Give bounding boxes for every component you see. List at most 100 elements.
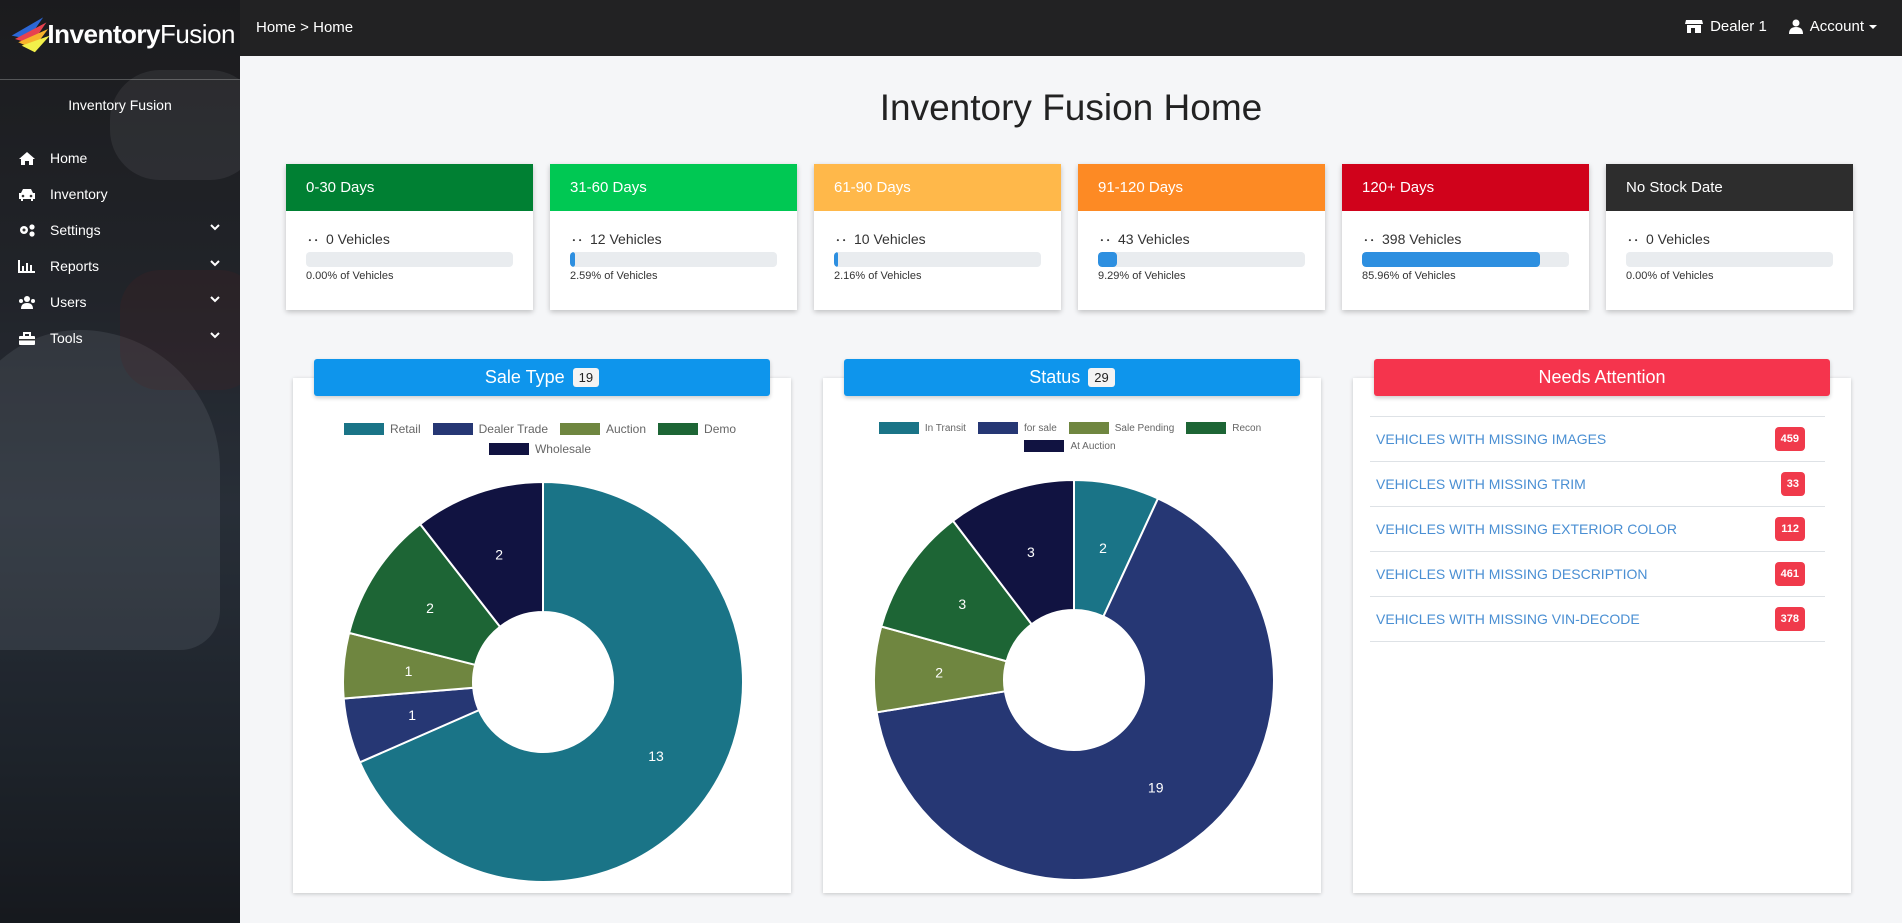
progress-fill: [570, 252, 576, 267]
slice-value-label: 3: [958, 596, 966, 612]
sale-type-title: Sale Type: [484, 367, 565, 387]
sidebar-item-label: Home: [50, 150, 88, 166]
progress-fill: [834, 252, 839, 267]
sidebar-item-inventory[interactable]: Inventory: [0, 176, 240, 212]
chevron-down-icon: [210, 296, 220, 303]
age-card-title: 61-90 Days: [814, 164, 1061, 211]
legend-item[interactable]: Recon: [1186, 422, 1261, 434]
car-icon: [1362, 234, 1376, 245]
legend-item[interactable]: Dealer Trade: [432, 422, 548, 436]
slice-value-label: 1: [405, 663, 413, 679]
cogs-icon: [20, 223, 35, 237]
progress-bar: [570, 252, 777, 267]
caret-down-icon: [1869, 24, 1877, 29]
legend-item[interactable]: Retail: [343, 422, 421, 436]
age-card-title: 31-60 Days: [550, 164, 797, 211]
age-card-1[interactable]: 31-60 Days 12 Vehicles 2.59% of Vehicles: [550, 164, 797, 310]
toolbox-icon: [19, 331, 35, 345]
legend-item[interactable]: for sale: [977, 422, 1057, 434]
slice-value-label: 13: [648, 748, 664, 764]
vehicle-count: 0 Vehicles: [326, 231, 390, 247]
sidebar-item-users[interactable]: Users: [0, 284, 240, 320]
legend-label: Sale Pending: [1114, 422, 1175, 434]
attention-row[interactable]: VEHICLES WITH MISSING DESCRIPTION 461: [1370, 552, 1825, 597]
legend-swatch: [977, 422, 1018, 434]
age-card-title: 120+ Days: [1342, 164, 1589, 211]
progress-bar: [1098, 252, 1305, 267]
slice-value-label: 1: [408, 707, 416, 723]
chevron-down-icon: [210, 332, 220, 339]
slice-value-label: 2: [1099, 540, 1107, 556]
attention-link[interactable]: VEHICLES WITH MISSING TRIM: [1376, 476, 1586, 492]
slice-value-label: 2: [426, 600, 434, 616]
status-legend: In Transit for sale Sale Pending Recon At Au…: [860, 422, 1280, 458]
legend-item[interactable]: Demo: [658, 422, 736, 436]
sidebar-brand: Inventory Fusion: [68, 97, 172, 113]
slice-value-label: 19: [1148, 779, 1164, 795]
age-card-0[interactable]: 0-30 Days 0 Vehicles 0.00% of Vehicles: [286, 164, 533, 310]
account-label: Account: [1809, 18, 1864, 35]
slice-for-sale[interactable]: [875, 497, 1275, 881]
sidebar-item-home[interactable]: Home: [0, 140, 240, 176]
age-card-3[interactable]: 91-120 Days 43 Vehicles 9.29% of Vehicles: [1078, 164, 1325, 310]
legend-swatch: [343, 423, 384, 435]
sidebar-item-label: Users: [50, 294, 87, 310]
legend-swatch: [658, 423, 699, 435]
legend-item[interactable]: Auction: [560, 422, 646, 436]
status-chart: 2 19 2 3 3: [873, 478, 1275, 881]
vehicle-count: 43 Vehicles: [1118, 231, 1190, 247]
attention-row[interactable]: VEHICLES WITH MISSING VIN-DECODE 378: [1370, 597, 1825, 642]
slice-at-auction[interactable]: [951, 478, 1075, 626]
attention-link[interactable]: VEHICLES WITH MISSING IMAGES: [1376, 431, 1607, 447]
top-navbar: Home > Home Dealer 1 Account: [240, 0, 1902, 56]
progress-fill: [1362, 252, 1540, 267]
legend-swatch: [560, 423, 600, 435]
sale-type-count-badge: 19: [572, 368, 600, 387]
slice-recon[interactable]: [880, 519, 1034, 663]
slice-demo[interactable]: [347, 522, 502, 667]
legend-item[interactable]: Sale Pending: [1068, 422, 1175, 434]
progress-bar: [1626, 252, 1833, 267]
attention-link[interactable]: VEHICLES WITH MISSING DESCRIPTION: [1376, 566, 1648, 582]
attention-row[interactable]: VEHICLES WITH MISSING IMAGES 459: [1370, 417, 1825, 462]
users-icon: [19, 295, 35, 309]
account-menu[interactable]: Account: [1788, 18, 1878, 35]
attention-link[interactable]: VEHICLES WITH MISSING EXTERIOR COLOR: [1376, 521, 1678, 537]
user-icon: [1788, 19, 1803, 34]
attention-row[interactable]: VEHICLES WITH MISSING TRIM 33: [1370, 462, 1825, 507]
sidebar-item-label: Tools: [50, 330, 83, 346]
chevron-down-icon: [210, 260, 220, 267]
status-title: Status: [1029, 367, 1081, 387]
chart-icon: [18, 259, 35, 273]
age-card-5[interactable]: No Stock Date 0 Vehicles 0.00% of Vehicles: [1606, 164, 1853, 310]
slice-wholesale[interactable]: [418, 480, 544, 629]
age-card-2[interactable]: 61-90 Days 10 Vehicles 2.16% of Vehicles: [814, 164, 1061, 310]
age-card-title: 91-120 Days: [1078, 164, 1325, 211]
sale-type-chart: 13 1 1 2 2: [342, 480, 744, 883]
vehicle-percent: 2.16% of Vehicles: [834, 270, 922, 282]
slice-value-label: 2: [935, 665, 943, 681]
vehicle-percent: 9.29% of Vehicles: [1098, 270, 1186, 282]
sidebar-item-tools[interactable]: Tools: [0, 320, 240, 356]
legend-item[interactable]: In Transit: [878, 422, 966, 434]
vehicle-count: 0 Vehicles: [1646, 231, 1710, 247]
car-icon: [1626, 234, 1640, 245]
attention-row[interactable]: VEHICLES WITH MISSING EXTERIOR COLOR 112: [1370, 507, 1825, 552]
sidebar-item-reports[interactable]: Reports: [0, 248, 240, 284]
car-icon: [570, 234, 584, 245]
attention-link[interactable]: VEHICLES WITH MISSING VIN-DECODE: [1376, 611, 1640, 627]
breadcrumb[interactable]: Home > Home: [256, 19, 354, 36]
sidebar-item-label: Inventory: [50, 186, 108, 202]
sidebar-item-settings[interactable]: Settings: [0, 212, 240, 248]
attention-count-badge: 33: [1780, 472, 1805, 496]
vehicle-count: 398 Vehicles: [1382, 231, 1462, 247]
legend-label: Dealer Trade: [478, 422, 548, 436]
app-logo[interactable]: InventoryFusion: [10, 10, 236, 58]
age-card-4[interactable]: 120+ Days 398 Vehicles 85.96% of Vehicles: [1342, 164, 1589, 310]
legend-label: Recon: [1232, 422, 1262, 434]
vehicle-count: 12 Vehicles: [590, 231, 662, 247]
dealer-selector[interactable]: Dealer 1: [1685, 18, 1767, 35]
legend-item[interactable]: Wholesale: [488, 442, 591, 456]
slice-retail[interactable]: [358, 480, 744, 883]
legend-item[interactable]: At Auction: [1024, 440, 1116, 452]
